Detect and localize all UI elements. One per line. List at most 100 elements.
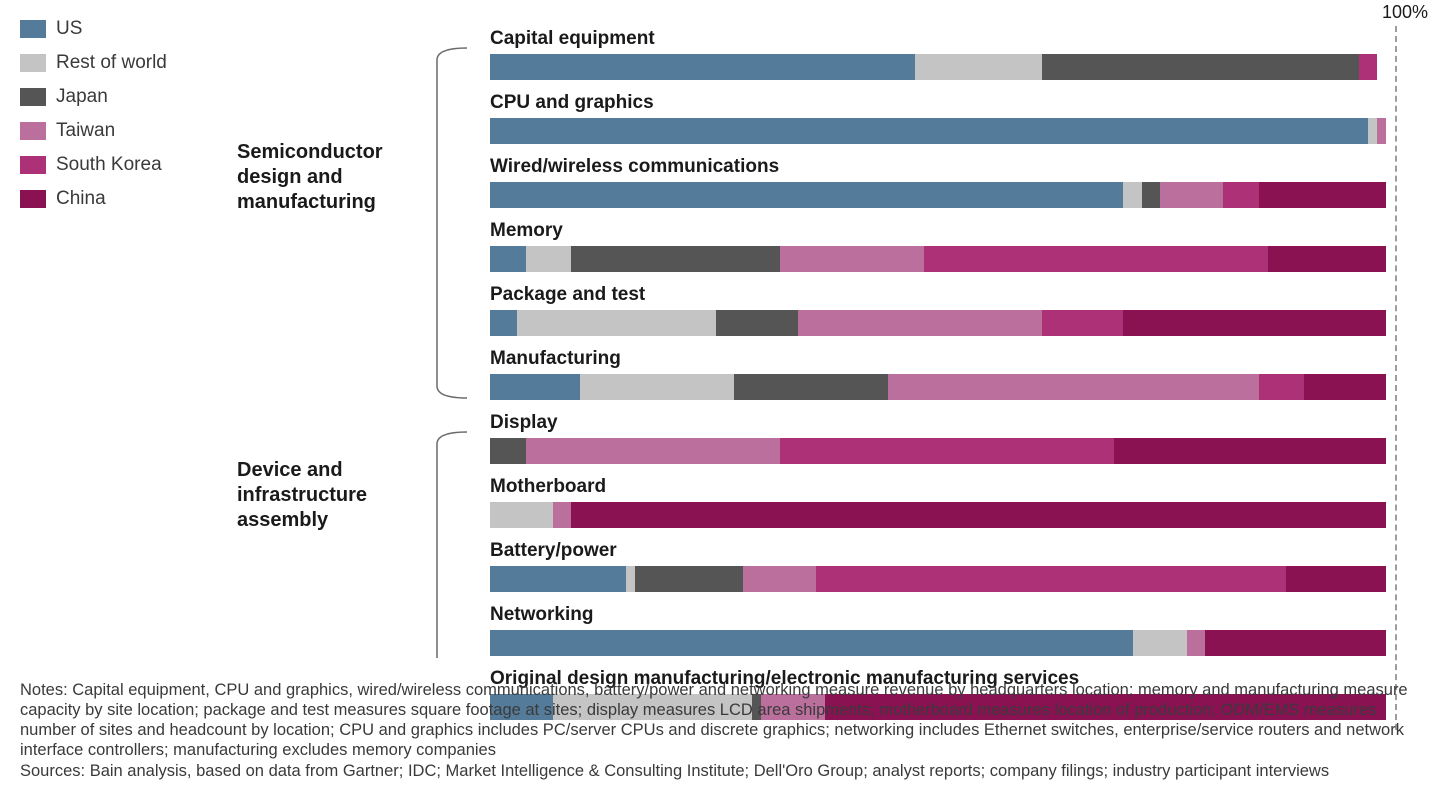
row-title: Package and test	[490, 284, 1425, 306]
legend-swatch-taiwan	[20, 122, 46, 140]
chart-row: Memory	[490, 220, 1425, 272]
row-title: Manufacturing	[490, 348, 1425, 370]
row-title: Networking	[490, 604, 1425, 626]
chart-row: CPU and graphics	[490, 92, 1425, 144]
bar-segment-south_korea	[1259, 374, 1304, 400]
bar-segment-china	[571, 502, 1385, 528]
legend-label-row: Rest of world	[56, 52, 167, 74]
bar-segment-us	[490, 54, 915, 80]
row-title: Capital equipment	[490, 28, 1425, 50]
bar-segment-us	[490, 630, 1133, 656]
bar-segment-us	[490, 566, 626, 592]
chart-root: US Rest of world Japan Taiwan South Korea Chi…	[0, 0, 1440, 810]
bar-segment-us	[490, 118, 1368, 144]
legend-label-taiwan: Taiwan	[56, 120, 115, 142]
row-title: Memory	[490, 220, 1425, 242]
bar-segment-taiwan	[1160, 182, 1223, 208]
bar-segment-row	[1133, 630, 1187, 656]
bar-segment-south_korea	[816, 566, 1287, 592]
bar-segment-japan	[716, 310, 797, 336]
bar-segment-china	[1205, 630, 1386, 656]
chart-row: Networking	[490, 604, 1425, 656]
bar-segment-taiwan	[743, 566, 815, 592]
bar-segment-china	[1114, 438, 1385, 464]
group-label-column: Semiconductor design and manufacturing D…	[227, 18, 482, 658]
bar-segment-japan	[1142, 182, 1160, 208]
legend-swatch-south_korea	[20, 156, 46, 174]
bar-segment-taiwan	[888, 374, 1259, 400]
bar-segment-south_korea	[924, 246, 1268, 272]
row-title: Wired/wireless communications	[490, 156, 1425, 178]
bar-segment-taiwan	[526, 438, 779, 464]
bar-segment-china	[1268, 246, 1386, 272]
bar-segment-china	[1259, 182, 1386, 208]
chart-row: Capital equipment	[490, 28, 1425, 80]
chart-row: Wired/wireless communications	[490, 156, 1425, 208]
row-title: Battery/power	[490, 540, 1425, 562]
legend-swatch-japan	[20, 88, 46, 106]
stacked-bar	[490, 374, 1386, 400]
bar-segment-china	[1304, 374, 1385, 400]
chart-row: Manufacturing	[490, 348, 1425, 400]
legend-label-us: US	[56, 18, 82, 40]
legend-item-china: China	[20, 188, 205, 210]
row-title: CPU and graphics	[490, 92, 1425, 114]
bar-segment-row	[1368, 118, 1377, 144]
bar-segment-taiwan	[1377, 118, 1386, 144]
bar-segment-china	[1123, 310, 1385, 336]
bar-segment-japan	[734, 374, 888, 400]
bar-segment-south_korea	[1359, 54, 1377, 80]
bar-segment-taiwan	[798, 310, 1042, 336]
legend-swatch-china	[20, 190, 46, 208]
stacked-bar	[490, 118, 1386, 144]
bar-segment-taiwan	[1187, 630, 1205, 656]
bar-segment-us	[490, 374, 580, 400]
stacked-bar	[490, 246, 1386, 272]
stacked-bar	[490, 182, 1386, 208]
bar-segment-us	[490, 310, 517, 336]
bar-segment-row	[517, 310, 716, 336]
bar-segment-row	[580, 374, 734, 400]
legend-item-japan: Japan	[20, 86, 205, 108]
bar-segment-row	[626, 566, 635, 592]
group-label-1: Device and infrastructure assembly	[237, 458, 422, 533]
stacked-bar	[490, 310, 1386, 336]
bar-segment-taiwan	[780, 246, 925, 272]
legend-swatch-row	[20, 54, 46, 72]
chart-row: Battery/power	[490, 540, 1425, 592]
axis-100pct-line	[1395, 26, 1397, 730]
chart-row: Package and test	[490, 284, 1425, 336]
legend-swatch-us	[20, 20, 46, 38]
bar-segment-row	[526, 246, 571, 272]
group-label-0: Semiconductor design and manufacturing	[237, 140, 422, 215]
group-bracket-1	[437, 432, 467, 658]
legend-item-south_korea: South Korea	[20, 154, 205, 176]
bar-segment-china	[1286, 566, 1386, 592]
bar-segment-south_korea	[1042, 310, 1123, 336]
legend: US Rest of world Japan Taiwan South Korea Chi…	[20, 18, 205, 222]
legend-label-south_korea: South Korea	[56, 154, 162, 176]
stacked-bar	[490, 630, 1386, 656]
stacked-bar	[490, 54, 1377, 80]
footnotes: Notes: Capital equipment, CPU and graphi…	[20, 680, 1420, 781]
bar-segment-south_korea	[780, 438, 1115, 464]
bar-segment-south_korea	[1223, 182, 1259, 208]
bar-segment-japan	[571, 246, 779, 272]
legend-label-japan: Japan	[56, 86, 108, 108]
sources-text: Sources: Bain analysis, based on data fr…	[20, 761, 1420, 781]
bar-segment-row	[490, 502, 553, 528]
chart-row: Display	[490, 412, 1425, 464]
legend-label-china: China	[56, 188, 106, 210]
bar-segment-japan	[635, 566, 744, 592]
bar-segment-row	[1123, 182, 1141, 208]
chart-row: Motherboard	[490, 476, 1425, 528]
bar-segment-us	[490, 246, 526, 272]
legend-item-us: US	[20, 18, 205, 40]
bar-segment-taiwan	[553, 502, 571, 528]
legend-item-row: Rest of world	[20, 52, 205, 74]
row-title: Motherboard	[490, 476, 1425, 498]
bar-segment-japan	[1042, 54, 1359, 80]
stacked-bar	[490, 566, 1386, 592]
bar-segment-japan	[490, 438, 526, 464]
notes-text: Notes: Capital equipment, CPU and graphi…	[20, 680, 1420, 761]
